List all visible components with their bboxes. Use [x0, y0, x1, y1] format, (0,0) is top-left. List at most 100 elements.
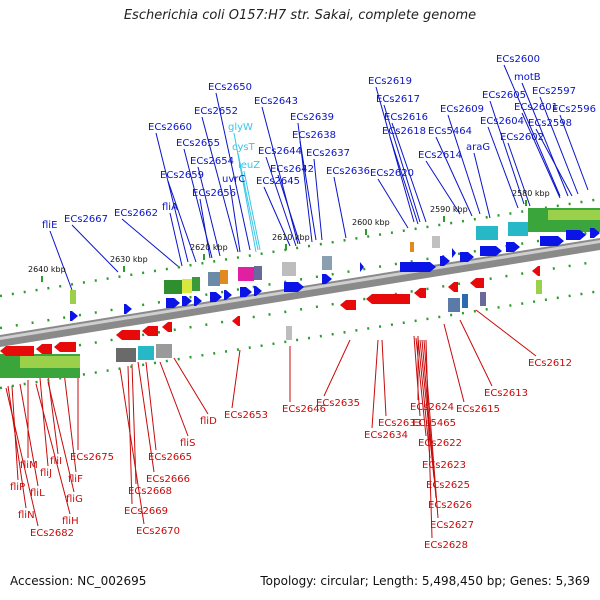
leader-top-ecs2609	[447, 114, 481, 215]
leader-bottom-ecs2625	[419, 339, 435, 479]
tick-label-2600-kbp: 2600 kbp	[352, 218, 390, 227]
leader-bottom-flin	[7, 385, 27, 509]
leader-top-ecs2614	[425, 160, 461, 215]
gene-label-ecs2620: ECs2620	[370, 168, 414, 179]
leader-top-ecs2600	[503, 64, 561, 197]
leader-top-ecs2645	[263, 186, 291, 247]
trna-label-glyw: glyW	[228, 122, 253, 133]
forward-gene-arrow-4	[194, 296, 202, 306]
accession-text: Accession: NC_002695	[10, 574, 147, 588]
leader-bottom-flih	[35, 383, 71, 515]
feature-block-25	[156, 344, 172, 358]
leader-bottom-ecs2613	[459, 319, 493, 387]
feature-block-6	[254, 266, 262, 280]
gene-label-ecs2596: ECs2596	[552, 104, 596, 115]
leader-bottom-flid	[173, 357, 209, 415]
gene-label-ecs2597: ECs2597	[532, 86, 576, 97]
leader-top-ecs2654	[197, 166, 221, 257]
tick-label-2610-kbp: 2610 kbp	[272, 233, 310, 242]
leader-bottom-ecs2653	[231, 349, 241, 409]
forward-gene-arrow-3	[182, 296, 192, 306]
gene-label-ecs2623: ECs2623	[422, 460, 466, 471]
gene-label-ecs2604: ECs2604	[480, 116, 524, 127]
gene-label-ecs2625: ECs2625	[426, 480, 470, 491]
gene-label-arag: araG	[466, 142, 490, 153]
leader-top-ecs2597	[539, 96, 579, 195]
gene-label-flia: fliA	[162, 202, 178, 213]
leader-trna-leuz	[243, 170, 261, 251]
leader-top-ecs2643	[261, 106, 299, 245]
gene-label-ecs2650: ECs2650	[208, 82, 252, 93]
leader-bottom-flij	[39, 377, 49, 467]
forward-gene-arrow-18	[590, 228, 600, 238]
leader-top-ecs2642	[277, 174, 301, 245]
gene-label-flip: fliP	[10, 482, 25, 493]
reverse-gene-arrow-2	[116, 330, 140, 340]
gene-label-ecs2626: ECs2626	[428, 500, 472, 511]
feature-block-24	[138, 346, 154, 360]
gene-label-ecs2600: ECs2600	[496, 54, 540, 65]
feature-block-12	[508, 222, 528, 236]
reverse-gene-arrow-6	[340, 300, 356, 310]
leader-trna-glyw	[233, 132, 257, 253]
gene-label-ecs2656: ECs2656	[192, 188, 236, 199]
gene-label-flii: fliI	[50, 456, 62, 467]
leader-top-ecs5464	[435, 136, 473, 217]
leader-top-ecs2636	[333, 176, 347, 239]
gene-label-ecs2615: ECs2615	[456, 404, 500, 415]
forward-gene-arrow-8	[254, 286, 262, 296]
gene-label-ecs2667: ECs2667	[64, 214, 108, 225]
gene-label-ecs2654: ECs2654	[190, 156, 234, 167]
gene-label-ecs2638: ECs2638	[292, 130, 336, 141]
gene-label-ecs2637: ECs2637	[306, 148, 350, 159]
gene-label-ecs2627: ECs2627	[430, 520, 474, 531]
tick-label-2590-kbp: 2590 kbp	[430, 205, 468, 214]
leader-top-ecs2637	[313, 158, 323, 241]
forward-gene-arrow-2	[166, 298, 180, 308]
feature-block-14	[548, 210, 600, 220]
leader-bottom-ecs2666	[137, 361, 155, 473]
forward-gene-arrow-15	[506, 242, 520, 252]
guide-bottom-inner	[0, 259, 600, 360]
forward-gene-arrow-5	[210, 292, 222, 302]
feature-block-9	[410, 242, 414, 252]
guide-bottom-outer	[0, 289, 600, 390]
gene-arrows	[0, 228, 600, 356]
gene-label-flis: fliS	[180, 438, 195, 449]
leader-bottom-flig	[47, 381, 75, 493]
forward-gene-arrow-9	[284, 282, 304, 292]
feature-block-11	[476, 226, 498, 240]
feature-block-2	[192, 277, 200, 291]
gene-label-ecs2612: ECs2612	[528, 358, 572, 369]
gene-label-ecs2655: ECs2655	[176, 138, 220, 149]
gene-labels: ECs2600motBECs2597ECs2596ECs2598ECs2601E…	[10, 54, 596, 551]
leader-top-ecs2638	[299, 140, 317, 241]
leader-bottom-ecs2670	[119, 367, 145, 525]
feature-block-20	[286, 326, 292, 340]
leader-top-ecs2617	[383, 104, 421, 223]
gene-label-ecs2636: ECs2636	[326, 166, 370, 177]
backbone-band	[0, 238, 600, 347]
forward-gene-arrow-14	[480, 246, 502, 256]
feature-block-19	[536, 280, 542, 294]
gene-label-ecs2605: ECs2605	[482, 90, 526, 101]
gene-label-ecs2669: ECs2669	[124, 506, 168, 517]
leader-top-ecs2619	[375, 86, 415, 223]
gene-label-ecs2668: ECs2668	[128, 486, 172, 497]
forward-gene-arrow-19	[360, 262, 364, 272]
gene-label-flil: fliL	[30, 488, 45, 499]
leader-trna-cyst	[237, 152, 259, 251]
gene-label-ecs2644: ECs2644	[258, 146, 302, 157]
gene-label-flim: fliM	[20, 460, 38, 471]
leader-bottom-ecs2628	[425, 339, 433, 539]
feature-block-7	[282, 262, 296, 276]
feature-block-8	[322, 256, 332, 270]
forward-gene-arrow-0	[70, 311, 78, 321]
feature-block-0	[164, 280, 182, 294]
leader-bottom-flil	[19, 383, 39, 487]
forward-gene-arrow-7	[240, 287, 252, 297]
forward-gene-arrow-17	[566, 230, 586, 240]
leader-top-flie	[49, 230, 73, 291]
gene-label-ecs2628: ECs2628	[424, 540, 468, 551]
